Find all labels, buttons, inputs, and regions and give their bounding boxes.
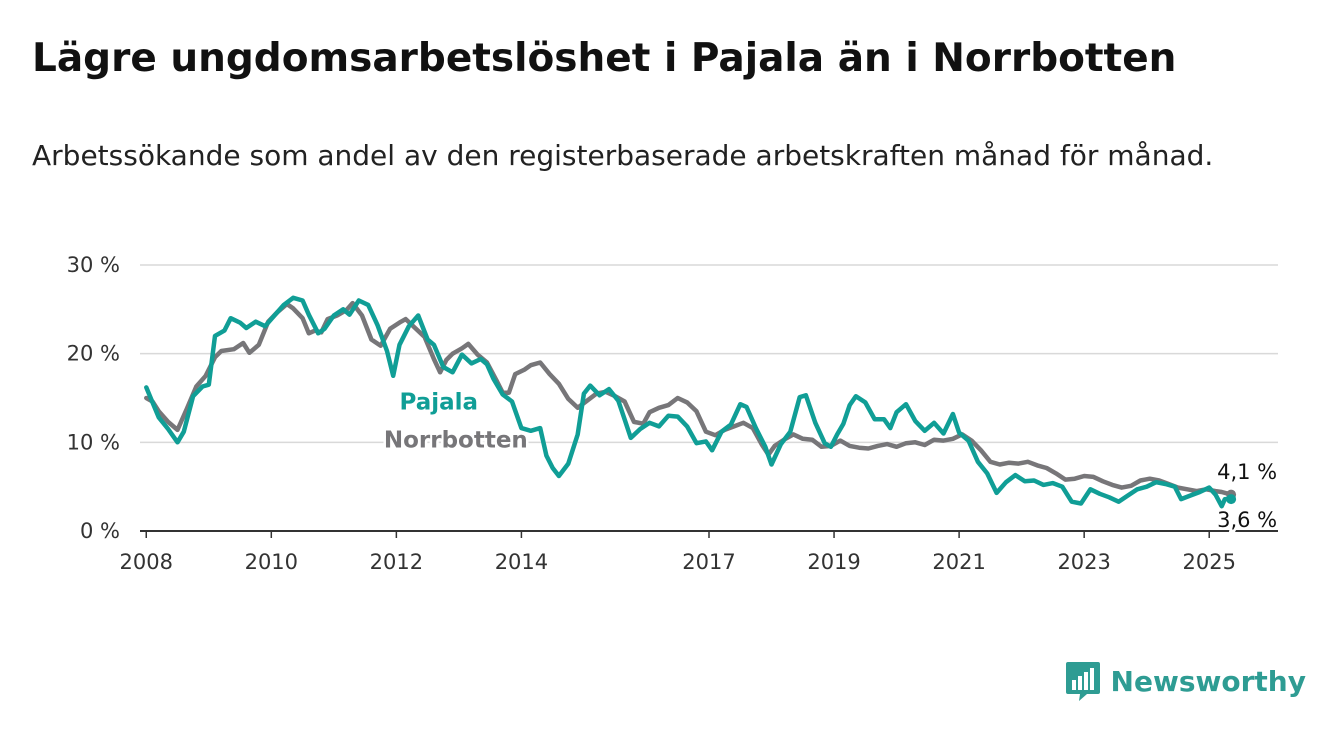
- y-tick-label: 0 %: [80, 519, 120, 543]
- x-tick-label: 2025: [1182, 550, 1235, 574]
- brand-name: Newsworthy: [1110, 664, 1306, 698]
- y-axis-ticks: 0 % 10 % 20 % 30 %: [67, 253, 120, 543]
- x-tick-label: 2023: [1057, 550, 1110, 574]
- x-tick-label: 2008: [120, 550, 173, 574]
- newsworthy-chart-bubble-icon: [1065, 662, 1100, 701]
- chart-subtitle: Arbetssökande som andel av den registerb…: [32, 139, 1214, 172]
- series-label-pajala: Pajala: [399, 390, 478, 416]
- x-axis-ticks: 2008 2010 2012 2014 2017 2019 2021 2023 2025: [120, 531, 1236, 574]
- brand-logo[interactable]: Newsworthy: [1065, 660, 1306, 702]
- x-tick-label: 2017: [682, 550, 735, 574]
- x-tick-label: 2010: [245, 550, 298, 574]
- gridlines: [140, 264, 1278, 532]
- end-label-pajala: 3,6 %: [1217, 508, 1277, 532]
- x-tick-label: 2012: [370, 550, 423, 574]
- series-lines: [144, 295, 1237, 509]
- y-tick-label: 30 %: [67, 253, 120, 277]
- x-tick-label: 2021: [932, 550, 985, 574]
- y-tick-label: 20 %: [67, 342, 120, 366]
- x-tick-label: 2014: [495, 550, 548, 574]
- series-labels: Norrbotten Pajala 4,1 % 3,6 %: [381, 387, 1279, 534]
- series-label-norrbotten: Norrbotten: [384, 428, 528, 454]
- series-end-dot-pajala: [1226, 494, 1237, 505]
- y-tick-label: 10 %: [67, 430, 120, 454]
- chart-title: Lägre ungdomsarbetslöshet i Pajala än i …: [32, 36, 1177, 81]
- line-chart: 0 % 10 % 20 % 30 % 2008 2010 2012 2014 2017 2019…: [67, 253, 1280, 574]
- series-line-norrbotten: [144, 300, 1234, 497]
- end-label-norrbotten: 4,1 %: [1217, 460, 1277, 484]
- x-tick-label: 2019: [807, 550, 860, 574]
- series-line-pajala: [144, 295, 1234, 509]
